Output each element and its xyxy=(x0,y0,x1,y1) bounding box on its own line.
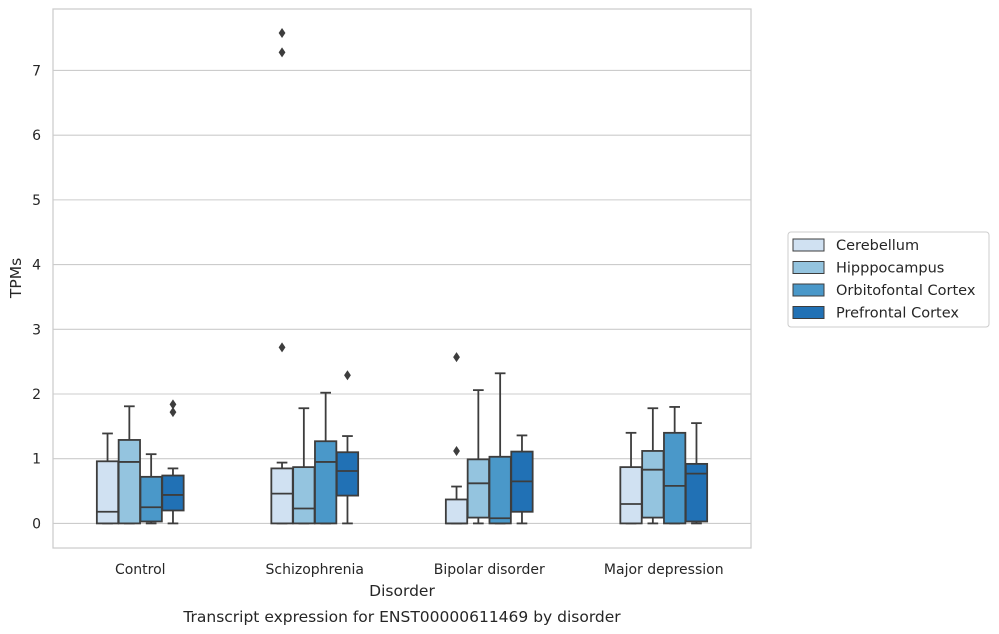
outlier-point xyxy=(278,27,286,38)
legend-swatch-orbitofontal-cortex xyxy=(792,283,825,297)
box-prefrontal-cortex-2 xyxy=(510,434,534,525)
box-hipppocampus-2 xyxy=(466,389,490,525)
legend-swatch-cerebellum xyxy=(792,238,825,252)
legend-label-hipppocampus: Hipppocampus xyxy=(836,261,944,277)
box-iqr xyxy=(663,431,687,525)
outlier-point xyxy=(169,399,177,410)
y-tick-label-5: 5 xyxy=(32,193,41,209)
box-iqr xyxy=(684,462,709,523)
outlier-point xyxy=(453,352,460,363)
box-iqr xyxy=(488,455,512,525)
box-iqr xyxy=(466,458,490,519)
y-tick-label-7: 7 xyxy=(32,63,41,79)
y-tick-label-2: 2 xyxy=(32,387,41,403)
x-tick-label-major-depression: Major depression xyxy=(604,562,724,578)
box-cerebellum-2 xyxy=(444,352,469,525)
y-tick-label-0: 0 xyxy=(32,516,41,532)
outlier-point xyxy=(453,445,460,456)
box-iqr xyxy=(314,440,338,525)
legend-frame xyxy=(787,231,990,328)
y-tick-label-1: 1 xyxy=(32,452,41,468)
box-iqr xyxy=(335,451,360,497)
y-axis-label: TPMs xyxy=(7,258,25,299)
x-axis-label: Disorder xyxy=(369,582,435,600)
outlier-point xyxy=(278,47,286,58)
box-plots xyxy=(95,27,709,525)
y-tick-label-6: 6 xyxy=(32,128,41,144)
outlier-point xyxy=(344,370,351,381)
legend-label-prefrontal-cortex: Prefrontal Cortex xyxy=(836,306,959,322)
outlier-point xyxy=(169,407,177,418)
box-orbitofontal-cortex-2 xyxy=(488,372,512,525)
y-tick-label-4: 4 xyxy=(32,258,41,274)
box-iqr xyxy=(619,466,643,525)
box-prefrontal-cortex-0 xyxy=(161,399,185,525)
box-hipppocampus-1 xyxy=(292,407,316,525)
legend-swatch-hipppocampus xyxy=(792,261,825,274)
box-iqr xyxy=(139,475,163,523)
box-cerebellum-0 xyxy=(95,432,120,525)
box-iqr xyxy=(641,450,665,519)
legend-label-cerebellum: Cerebellum xyxy=(836,238,919,254)
box-iqr xyxy=(161,474,185,512)
y-tick-labels: 0 1 2 3 4 5 6 7 xyxy=(32,63,41,532)
box-iqr xyxy=(292,466,316,525)
box-iqr xyxy=(270,467,294,525)
legend-label-orbitofontal-cortex: Orbitofontal Cortex xyxy=(836,283,976,299)
x-tick-label-control: Control xyxy=(115,562,166,578)
y-tick-label-3: 3 xyxy=(32,322,41,338)
legend: Cerebellum Hipppocampus Orbitofontal Corte… xyxy=(787,231,990,328)
outlier-point xyxy=(278,342,286,353)
box-iqr xyxy=(95,460,120,525)
box-iqr xyxy=(444,498,469,525)
x-tick-labels: Control Schizophrenia Bipolar disorder Majo… xyxy=(115,562,724,578)
box-prefrontal-cortex-1 xyxy=(335,370,360,525)
chart-caption: Transcript expression for ENST0000061146… xyxy=(182,608,621,626)
legend-swatch-prefrontal-cortex xyxy=(792,306,825,319)
box-prefrontal-cortex-3 xyxy=(684,422,709,525)
x-tick-label-schizophrenia: Schizophrenia xyxy=(266,562,364,578)
box-iqr xyxy=(117,439,141,525)
x-tick-label-bipolar-disorder: Bipolar disorder xyxy=(434,562,545,578)
plot-frame xyxy=(52,8,752,549)
